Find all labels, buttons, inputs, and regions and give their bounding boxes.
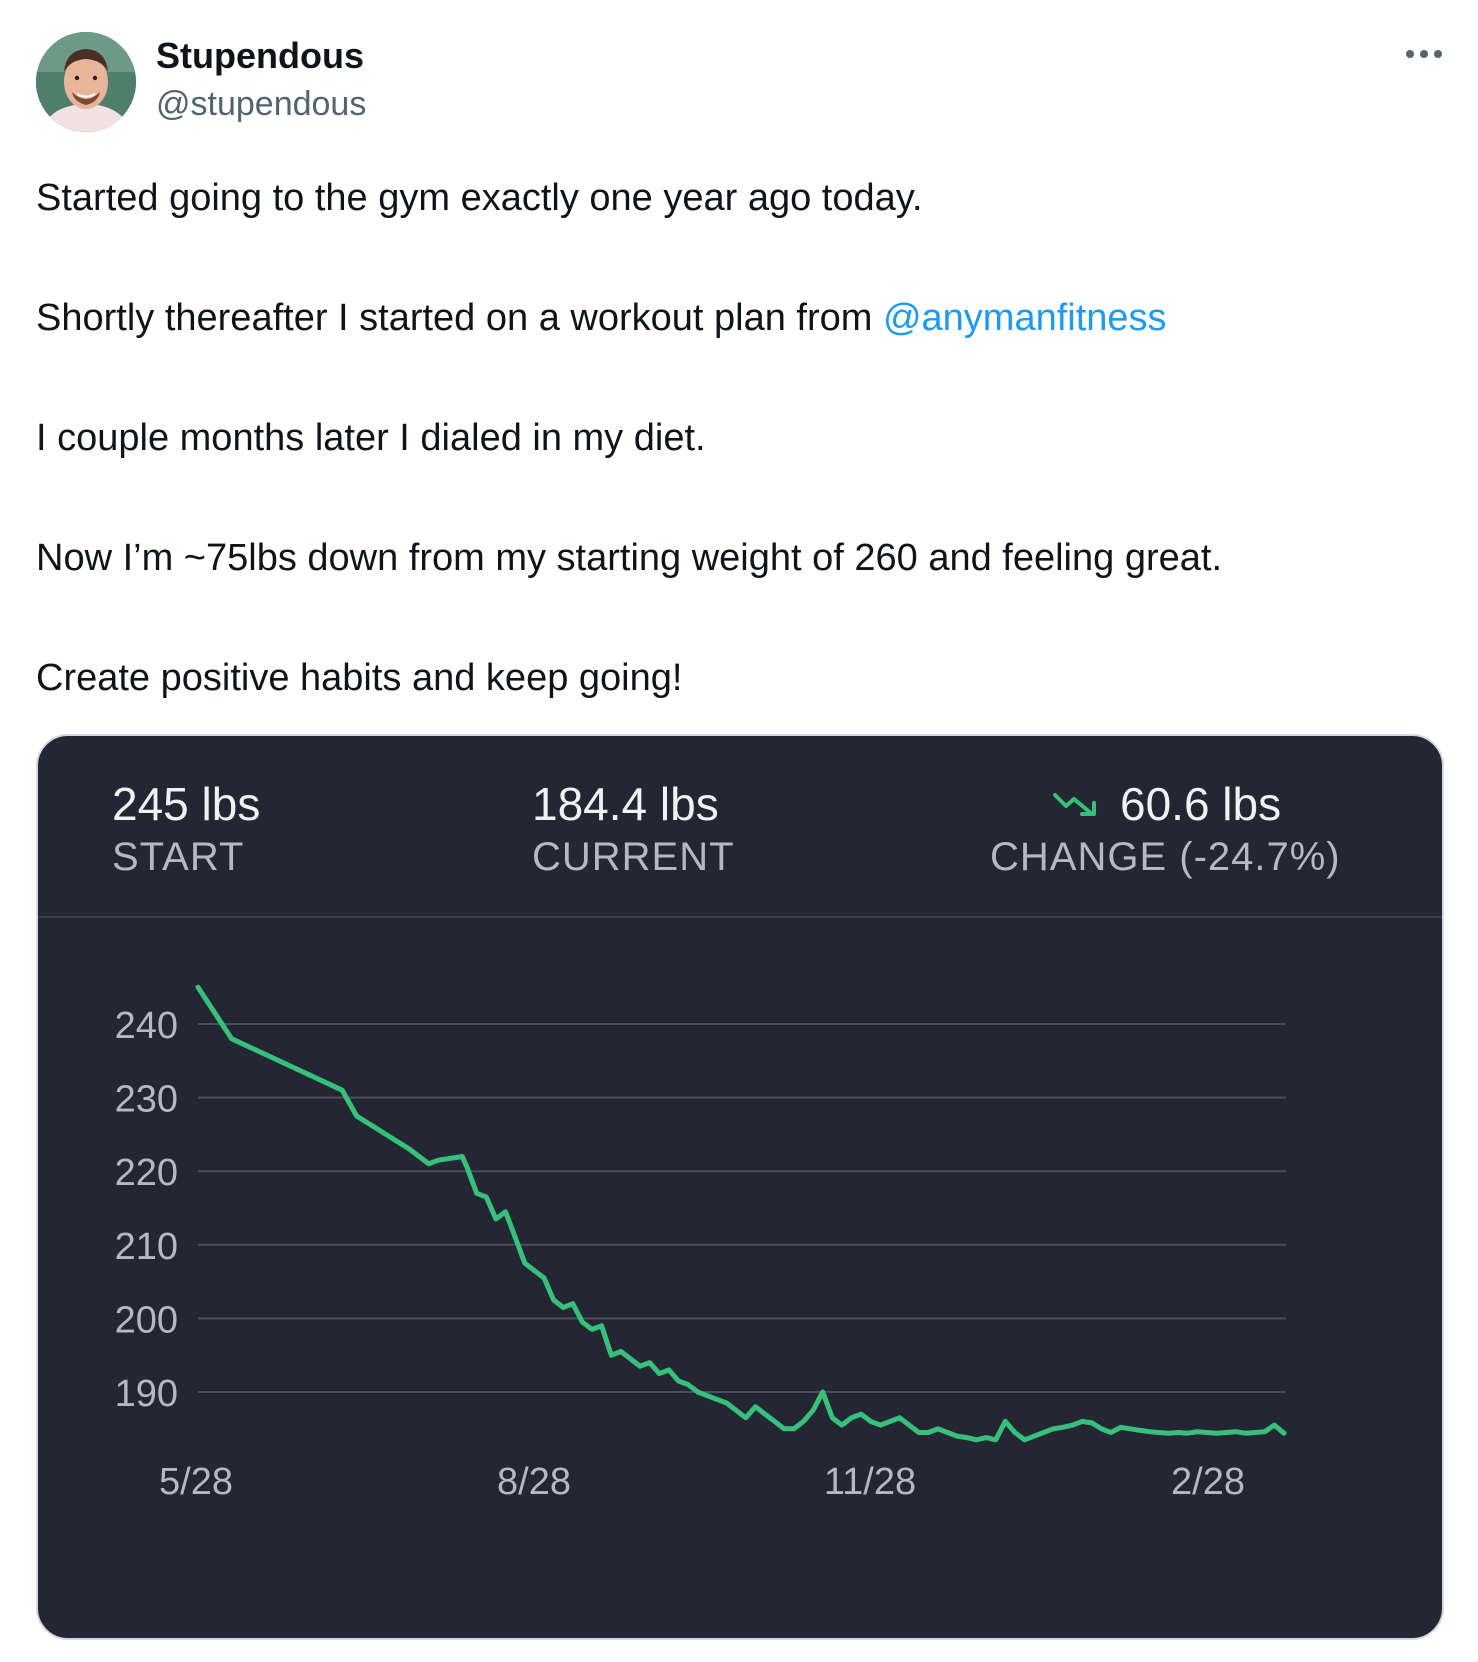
more-dot bbox=[1406, 50, 1414, 58]
stat-change-row: 60.6 lbs bbox=[1052, 776, 1341, 832]
weight-chart-svg: 190 200 210 220 230 240 5/28 8/28 11/28 2/28 bbox=[115, 984, 1287, 1503]
x-tick-label: 2/28 bbox=[1171, 1461, 1245, 1503]
tweet-line: Started going to the gym exactly one yea… bbox=[36, 177, 923, 219]
tweet-line: I couple months later I dialed in my die… bbox=[36, 417, 706, 459]
stat-change-label: CHANGE (-24.7%) bbox=[990, 835, 1341, 879]
weight-stats: 245 lbs START 184.4 lbs CURRENT 60.6 lbs… bbox=[38, 736, 1442, 918]
stat-change-value: 60.6 lbs bbox=[1120, 778, 1282, 830]
author-handle[interactable]: @stupendous bbox=[156, 85, 367, 123]
stat-start: 245 lbs START bbox=[112, 776, 260, 882]
x-tick-label: 5/28 bbox=[159, 1461, 233, 1503]
tweet-media-image[interactable]: 245 lbs START 184.4 lbs CURRENT 60.6 lbs… bbox=[36, 734, 1444, 1640]
more-dot bbox=[1420, 50, 1428, 58]
y-tick-label: 190 bbox=[115, 1373, 178, 1415]
x-tick-label: 8/28 bbox=[497, 1461, 571, 1503]
y-tick-label: 200 bbox=[115, 1299, 178, 1341]
weight-chart: 190 200 210 220 230 240 5/28 8/28 11/28 2/28 bbox=[38, 920, 1442, 1638]
trending-down-icon bbox=[1053, 793, 1096, 816]
y-tick-label: 210 bbox=[115, 1226, 178, 1268]
stat-current-label: CURRENT bbox=[532, 835, 735, 879]
y-axis-ticks: 190 200 210 220 230 240 bbox=[115, 1005, 178, 1415]
weight-series-line bbox=[195, 984, 1287, 1443]
stat-start-value: 245 lbs bbox=[112, 778, 261, 830]
y-tick-label: 230 bbox=[115, 1079, 178, 1121]
y-tick-label: 220 bbox=[115, 1152, 178, 1194]
tweet-line: Create positive habits and keep going! bbox=[36, 657, 683, 699]
more-dot bbox=[1434, 50, 1442, 58]
stat-start-label: START bbox=[112, 835, 245, 879]
tweet-text: Started going to the gym exactly one yea… bbox=[36, 168, 1446, 708]
x-axis-ticks: 5/28 8/28 11/28 2/28 bbox=[159, 1461, 1245, 1503]
tweet-line: Shortly thereafter I started on a workou… bbox=[36, 288, 1446, 348]
tweet-line-text: Shortly thereafter I started on a workou… bbox=[36, 297, 883, 339]
more-icon[interactable] bbox=[1394, 36, 1454, 72]
y-tick-label: 240 bbox=[115, 1005, 178, 1047]
avatar[interactable] bbox=[36, 32, 136, 132]
chart-series bbox=[195, 984, 1287, 1443]
stat-change: 60.6 lbs CHANGE (-24.7%) bbox=[990, 776, 1341, 882]
profile-photo-icon bbox=[36, 32, 136, 132]
stat-current-value: 184.4 lbs bbox=[532, 778, 719, 830]
mention-link[interactable]: @anymanfitness bbox=[882, 297, 1167, 339]
chart-grid bbox=[198, 1023, 1286, 1393]
tweet-line: Now I’m ~75lbs down from my starting wei… bbox=[36, 537, 1222, 579]
stat-current: 184.4 lbs CURRENT bbox=[532, 776, 735, 882]
x-tick-label: 11/28 bbox=[824, 1461, 916, 1503]
author-display-name[interactable]: Stupendous bbox=[156, 35, 364, 76]
